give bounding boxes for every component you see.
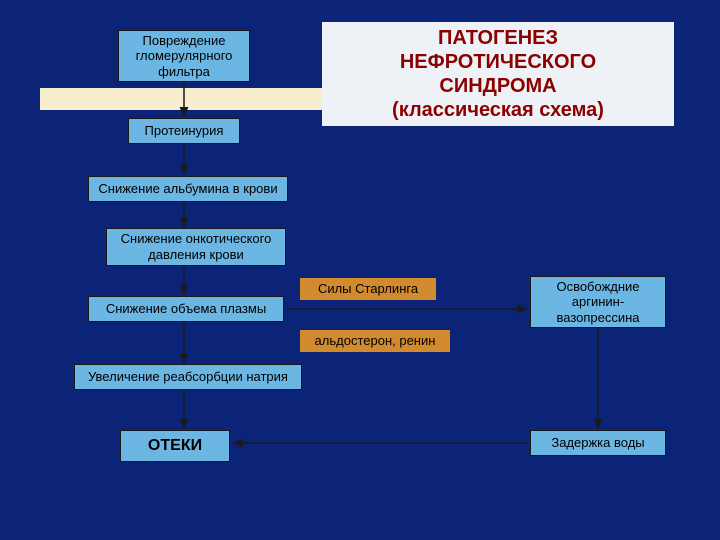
title-line: (классическая схема) [392,98,604,122]
title-line: НЕФРОТИЧЕСКОГО [400,50,596,74]
node-oncotic: Снижение онкотического давления крови [106,228,286,266]
diagram-canvas: ПАТОГЕНЕЗНЕФРОТИЧЕСКОГОСИНДРОМА(классиче… [0,0,720,540]
label-starling: Силы Старлинга [300,278,436,300]
label-aldosteron: альдостерон, ренин [300,330,450,352]
title-line: СИНДРОМА [439,74,556,98]
node-protein: Протеинурия [128,118,240,144]
node-vaso: Освобождние аргинин-вазопрессина [530,276,666,328]
node-water: Задержка воды [530,430,666,456]
title-box: ПАТОГЕНЕЗНЕФРОТИЧЕСКОГОСИНДРОМА(классиче… [322,22,674,126]
node-edema: ОТЕКИ [120,430,230,462]
node-plasma: Снижение объема плазмы [88,296,284,322]
node-damage: Повреждение гломерулярного фильтра [118,30,250,82]
node-sodium: Увеличение реабсорбции натрия [74,364,302,390]
node-albumin: Снижение альбумина в крови [88,176,288,202]
title-line: ПАТОГЕНЕЗ [438,26,558,50]
